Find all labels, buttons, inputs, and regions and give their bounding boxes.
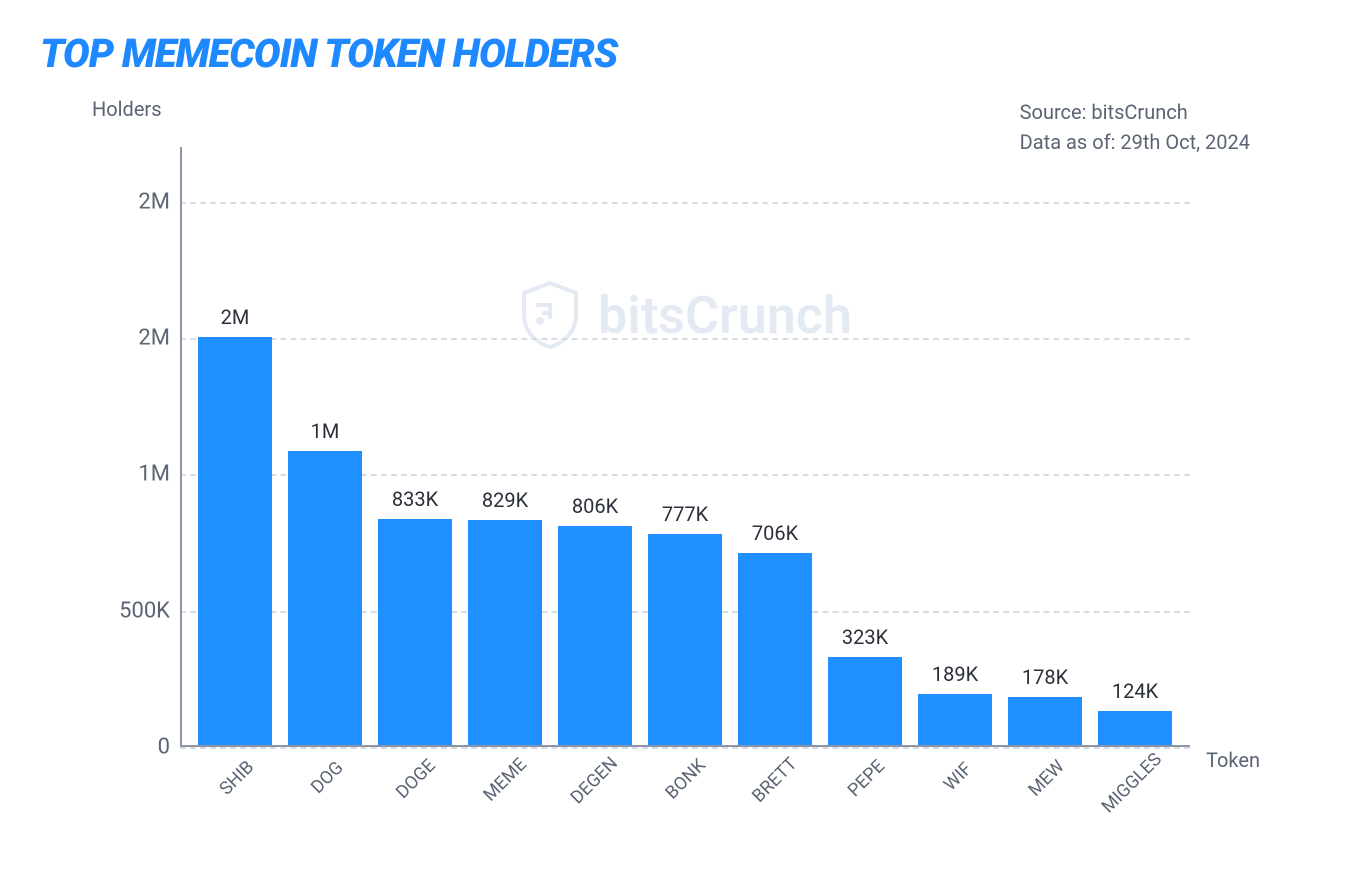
bar-slot: 829KMEME bbox=[460, 488, 550, 745]
x-tick-label: MEME bbox=[479, 754, 531, 806]
bar-slot: 189KWIF bbox=[910, 662, 1000, 745]
x-tick-label: DOG bbox=[307, 757, 348, 798]
bar-value-label: 2M bbox=[221, 305, 250, 329]
plot-area: bitsCrunch 0500K1M2M2M 2MSHIB1MDOG833KDO… bbox=[180, 147, 1190, 747]
bar-rect bbox=[1008, 697, 1082, 745]
bar-slot: 833KDOGE bbox=[370, 487, 460, 745]
grid-line bbox=[180, 747, 1190, 749]
bar-slot: 777KBONK bbox=[640, 502, 730, 745]
bar-rect bbox=[738, 553, 812, 745]
y-tick-label: 500K bbox=[119, 598, 170, 623]
page-title: TOP MEMECOIN TOKEN HOLDERS bbox=[40, 30, 1312, 77]
x-axis-title: Token bbox=[1206, 748, 1260, 772]
y-axis-title: Holders bbox=[92, 97, 162, 121]
bar-rect bbox=[1098, 711, 1172, 745]
bar-slot: 323KPEPE bbox=[820, 625, 910, 745]
bar-rect bbox=[288, 451, 362, 745]
y-tick-label: 1M bbox=[138, 462, 170, 487]
bar-slot: 1MDOG bbox=[280, 419, 370, 745]
bar-slot: 2MSHIB bbox=[190, 305, 280, 745]
x-tick-label: WIF bbox=[940, 758, 977, 795]
bar-value-label: 777K bbox=[662, 502, 708, 526]
bar-slot: 124KMIGGLES bbox=[1090, 679, 1180, 745]
bar-value-label: 1M bbox=[311, 419, 340, 443]
bars-group: 2MSHIB1MDOG833KDOGE829KMEME806KDEGEN777K… bbox=[180, 147, 1190, 745]
bar-rect bbox=[378, 519, 452, 745]
bar-value-label: 189K bbox=[932, 662, 978, 686]
bar-rect bbox=[648, 534, 722, 745]
bar-slot: 178KMEW bbox=[1000, 665, 1090, 745]
x-tick-label: DEGEN bbox=[567, 753, 622, 808]
bar-value-label: 706K bbox=[752, 521, 798, 545]
bar-rect bbox=[198, 337, 272, 745]
x-tick-label: BRETT bbox=[748, 753, 801, 806]
bar-value-label: 323K bbox=[842, 625, 888, 649]
bar-value-label: 806K bbox=[572, 494, 618, 518]
bar-rect bbox=[828, 657, 902, 745]
bar-slot: 806KDEGEN bbox=[550, 494, 640, 745]
x-tick-label: MEW bbox=[1024, 756, 1068, 800]
source-label: Source: bitsCrunch bbox=[1020, 97, 1250, 127]
bar-rect bbox=[918, 694, 992, 745]
x-axis-line bbox=[180, 745, 1190, 747]
bar-value-label: 178K bbox=[1022, 665, 1068, 689]
x-tick-label: DOGE bbox=[392, 755, 440, 803]
y-tick-label: 0 bbox=[158, 735, 170, 760]
x-tick-label: PEPE bbox=[844, 756, 889, 801]
x-tick-label: SHIB bbox=[215, 757, 258, 800]
bar-rect bbox=[468, 520, 542, 745]
x-tick-label: BONK bbox=[661, 755, 710, 804]
x-tick-label: MIGGLES bbox=[1098, 749, 1166, 817]
bar-value-label: 124K bbox=[1112, 679, 1158, 703]
bar-rect bbox=[558, 526, 632, 745]
y-tick-label: 2M bbox=[138, 325, 170, 350]
bar-value-label: 829K bbox=[482, 488, 528, 512]
bar-value-label: 833K bbox=[392, 487, 438, 511]
bar-slot: 706KBRETT bbox=[730, 521, 820, 745]
y-tick-label: 2M bbox=[138, 189, 170, 214]
chart-container: Holders Source: bitsCrunch Data as of: 2… bbox=[40, 97, 1310, 867]
